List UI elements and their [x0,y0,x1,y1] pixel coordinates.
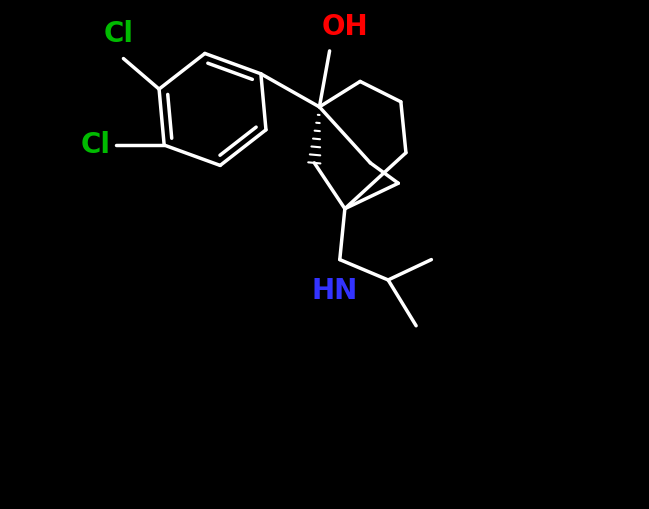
Text: OH: OH [321,13,368,41]
Text: Cl: Cl [103,20,133,48]
Text: HN: HN [312,277,358,305]
Text: Cl: Cl [80,131,111,159]
